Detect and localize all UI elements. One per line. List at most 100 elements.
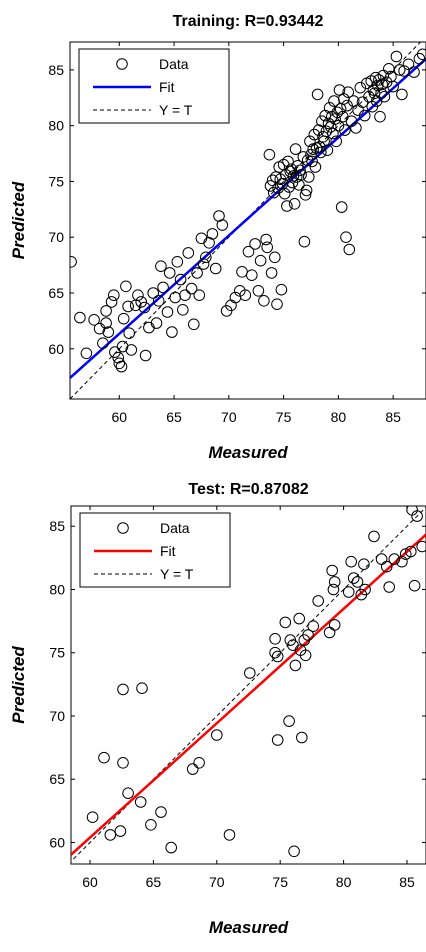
data-point bbox=[223, 829, 236, 841]
data-point bbox=[345, 115, 358, 127]
data-point bbox=[86, 811, 99, 824]
data-point bbox=[193, 289, 206, 302]
data-point bbox=[416, 540, 426, 553]
x-tick-label: 75 bbox=[272, 874, 288, 890]
legend: Data Fit Y = T bbox=[79, 512, 231, 588]
data-point bbox=[326, 564, 339, 577]
data-point bbox=[275, 283, 288, 296]
data-point bbox=[358, 109, 371, 122]
y-axis-label: Predicted bbox=[9, 646, 28, 724]
data-point bbox=[299, 649, 312, 662]
data-point bbox=[281, 200, 293, 212]
data-point bbox=[165, 841, 177, 854]
data-point bbox=[315, 146, 327, 159]
data-point bbox=[104, 829, 117, 841]
x-tick-label: 60 bbox=[112, 409, 128, 425]
data-point bbox=[308, 128, 321, 141]
data-point bbox=[123, 327, 135, 340]
data-point bbox=[327, 127, 339, 140]
data-point bbox=[279, 616, 292, 629]
data-point bbox=[122, 300, 134, 313]
data-point bbox=[302, 629, 314, 641]
data-point bbox=[368, 530, 380, 543]
data-point bbox=[380, 560, 393, 573]
data-point bbox=[150, 317, 163, 329]
x-tick-label: 85 bbox=[399, 874, 415, 890]
legend-label: Fit bbox=[159, 79, 175, 95]
data-point bbox=[271, 298, 283, 311]
x-tick-label: 85 bbox=[385, 409, 401, 425]
data-point bbox=[278, 187, 291, 200]
data-point bbox=[147, 287, 159, 299]
x-tick-label: 80 bbox=[336, 874, 352, 890]
data-point bbox=[179, 289, 191, 302]
data-point bbox=[122, 787, 134, 800]
x-tick-label: 80 bbox=[331, 409, 347, 425]
data-point bbox=[157, 281, 169, 294]
data-point bbox=[109, 346, 121, 358]
y-tick-label: 60 bbox=[48, 341, 64, 357]
y-tick-label: 80 bbox=[48, 118, 64, 134]
data-point bbox=[405, 545, 417, 558]
data-point bbox=[186, 763, 199, 775]
data-point bbox=[117, 683, 129, 696]
data-point bbox=[125, 344, 138, 356]
data-point bbox=[264, 180, 277, 192]
data-point bbox=[296, 731, 308, 744]
data-point bbox=[375, 87, 387, 100]
data-point bbox=[359, 583, 371, 596]
chart-title: Training: R=0.93442 bbox=[173, 13, 324, 30]
data-point bbox=[271, 734, 284, 746]
data-point bbox=[139, 349, 152, 362]
data-point bbox=[339, 124, 351, 136]
data-point bbox=[387, 80, 399, 93]
data-point bbox=[340, 231, 352, 243]
data-point bbox=[105, 296, 118, 308]
data-point bbox=[408, 66, 420, 78]
data-point bbox=[145, 819, 157, 831]
data-point bbox=[327, 583, 340, 596]
data-point bbox=[134, 796, 147, 808]
data-point bbox=[341, 99, 353, 112]
x-tick-label: 75 bbox=[276, 409, 292, 425]
chart-title: Test: R=0.87082 bbox=[188, 481, 308, 498]
legend: Data Fit Y = T bbox=[78, 48, 230, 124]
data-point bbox=[402, 58, 415, 71]
data-point bbox=[120, 280, 132, 293]
data-point bbox=[288, 845, 300, 858]
data-point bbox=[246, 269, 258, 282]
y-tick-label: 75 bbox=[49, 645, 65, 661]
data-point bbox=[393, 64, 406, 76]
data-point bbox=[185, 282, 198, 295]
legend-label: Y = T bbox=[159, 102, 193, 118]
data-point bbox=[307, 620, 320, 632]
data-point bbox=[260, 233, 272, 246]
data-point bbox=[117, 757, 129, 769]
data-point bbox=[108, 289, 120, 302]
data-point bbox=[265, 267, 278, 279]
data-point bbox=[249, 238, 261, 250]
data-point bbox=[312, 595, 325, 607]
y-tick-label: 65 bbox=[49, 771, 65, 787]
data-point bbox=[289, 659, 302, 672]
data-point bbox=[383, 581, 396, 593]
data-point bbox=[295, 169, 307, 181]
y-tick-label: 85 bbox=[49, 518, 65, 534]
data-point bbox=[285, 163, 298, 175]
data-point bbox=[216, 219, 229, 231]
data-point bbox=[320, 125, 333, 138]
data-point bbox=[411, 510, 423, 522]
data-point bbox=[303, 171, 315, 183]
data-point bbox=[321, 144, 334, 156]
x-tick-label: 60 bbox=[82, 874, 98, 890]
y-tick-label: 80 bbox=[49, 581, 65, 597]
data-point bbox=[135, 296, 147, 308]
data-point bbox=[239, 289, 252, 302]
data-point bbox=[116, 340, 129, 353]
data-point bbox=[200, 251, 212, 264]
data-point bbox=[293, 612, 306, 625]
data-point bbox=[115, 360, 128, 373]
data-point bbox=[408, 579, 421, 592]
x-axis-label: Measured bbox=[209, 918, 289, 937]
data-point bbox=[342, 586, 355, 598]
